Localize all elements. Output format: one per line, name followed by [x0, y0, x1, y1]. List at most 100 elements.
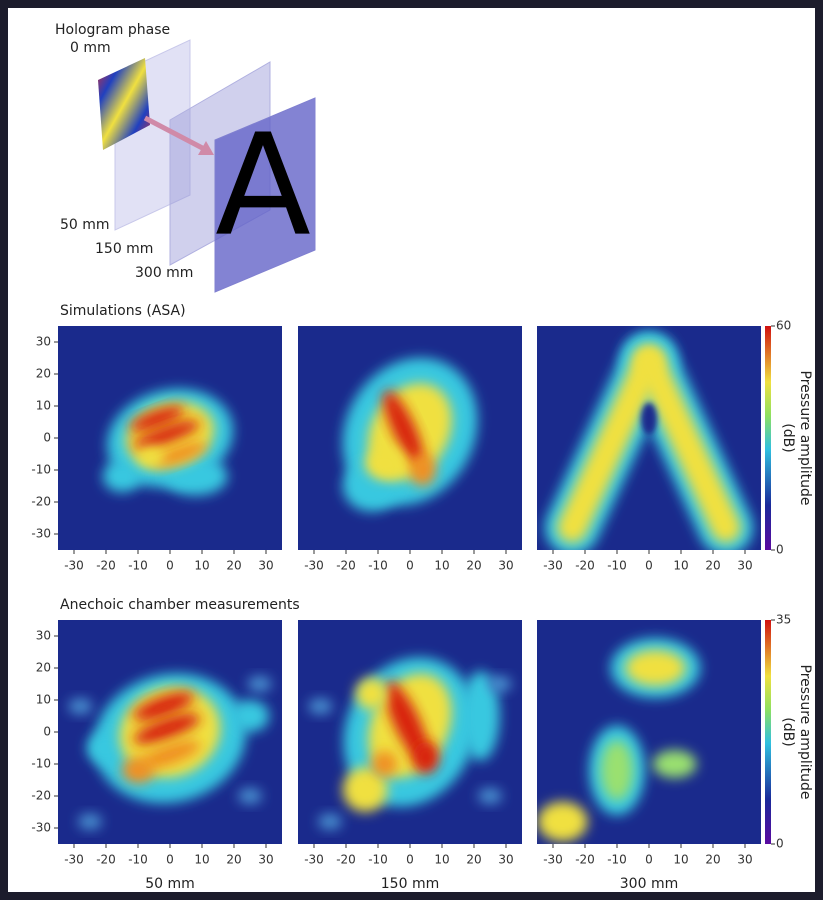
- heat-region: [365, 448, 403, 480]
- x-tick-label: -10: [607, 559, 627, 573]
- colorbar: [765, 326, 771, 550]
- heat-hole: [641, 403, 657, 435]
- x-tick-label: -10: [128, 853, 148, 867]
- y-tick-label: 10: [36, 693, 51, 707]
- plane-label: 300 mm: [135, 265, 193, 281]
- colorbar-tick-label: 35: [776, 613, 791, 627]
- heat-region: [356, 678, 388, 710]
- heatmap-panel: [298, 326, 522, 550]
- x-tick-label: 10: [434, 853, 449, 867]
- heat-region: [138, 448, 164, 467]
- x-tick-label: 0: [406, 559, 414, 573]
- x-tick-label: 10: [673, 559, 688, 573]
- heat-region: [231, 700, 269, 732]
- colorbar-tick-label: 0: [776, 543, 784, 557]
- x-tick-label: -30: [543, 559, 563, 573]
- y-tick-label: -20: [31, 789, 51, 803]
- x-tick-label: -10: [607, 853, 627, 867]
- x-tick-label: -30: [304, 559, 324, 573]
- x-tick-label: -30: [543, 853, 563, 867]
- colorbar-unit: (dB): [780, 423, 796, 452]
- heat-region: [478, 788, 502, 804]
- x-tick-label: 0: [645, 559, 653, 573]
- heatmap-panel: [537, 620, 761, 844]
- heat-region: [488, 676, 512, 692]
- column-label: 300 mm: [620, 876, 678, 892]
- y-tick-label: 10: [36, 399, 51, 413]
- x-tick-label: 20: [705, 559, 720, 573]
- heat-region: [410, 454, 436, 486]
- y-tick-label: 20: [36, 367, 51, 381]
- row-title: Anechoic chamber measurements: [60, 597, 300, 613]
- x-tick-label: 30: [737, 559, 752, 573]
- colorbar-tick-label: 0: [776, 837, 784, 851]
- y-tick-label: -30: [31, 821, 51, 835]
- heat-region: [248, 676, 272, 692]
- y-tick-label: 30: [36, 629, 51, 643]
- y-tick-label: -20: [31, 495, 51, 509]
- heatmap-panel: [58, 326, 282, 550]
- y-tick-label: -30: [31, 527, 51, 541]
- x-tick-label: -10: [128, 559, 148, 573]
- heat-region: [413, 742, 439, 774]
- heat-region: [87, 732, 125, 764]
- figure: Hologram phase 0 mm A 50 mm 150 mm 300 m…: [0, 0, 823, 900]
- x-tick-label: 20: [466, 853, 481, 867]
- x-tick-label: 20: [705, 853, 720, 867]
- x-tick-label: 0: [645, 853, 653, 867]
- plane-label: 150 mm: [95, 241, 153, 257]
- heatmap-panel: [58, 620, 282, 844]
- x-tick-label: 20: [466, 559, 481, 573]
- heat-region: [78, 814, 102, 830]
- x-tick-label: -20: [336, 559, 356, 573]
- x-tick-label: 10: [194, 853, 209, 867]
- heat-region: [68, 698, 92, 714]
- x-tick-label: 30: [258, 559, 273, 573]
- x-tick-label: -10: [368, 853, 388, 867]
- letter: A: [215, 105, 311, 268]
- colorbar-unit: (dB): [780, 717, 796, 746]
- plane-label: 0 mm: [70, 40, 111, 56]
- x-tick-label: 30: [258, 853, 273, 867]
- heat-region: [103, 460, 141, 492]
- heat-region: [308, 698, 332, 714]
- colorbar: [765, 620, 771, 844]
- diagram-title: Hologram phase: [55, 22, 170, 38]
- x-tick-label: 10: [194, 559, 209, 573]
- x-tick-label: 0: [166, 559, 174, 573]
- y-tick-label: 0: [43, 725, 51, 739]
- heatmap-panel: [298, 620, 522, 844]
- x-tick-label: 30: [498, 559, 513, 573]
- heat-region: [122, 758, 154, 784]
- y-tick-label: 20: [36, 661, 51, 675]
- x-tick-label: -20: [575, 559, 595, 573]
- y-tick-label: -10: [31, 463, 51, 477]
- x-tick-label: 10: [673, 853, 688, 867]
- column-label: 50 mm: [145, 876, 195, 892]
- x-tick-label: 20: [226, 559, 241, 573]
- heat-region: [318, 814, 342, 830]
- x-tick-label: -30: [304, 853, 324, 867]
- column-label: 150 mm: [381, 876, 439, 892]
- x-tick-label: 30: [737, 853, 752, 867]
- heatmap-panel: [537, 326, 761, 550]
- x-tick-label: -30: [64, 559, 84, 573]
- colorbar-label: Pressure amplitude: [797, 371, 813, 506]
- x-tick-label: -30: [64, 853, 84, 867]
- x-tick-label: 0: [166, 853, 174, 867]
- y-tick-label: 30: [36, 335, 51, 349]
- x-tick-label: 0: [406, 853, 414, 867]
- row-title: Simulations (ASA): [60, 303, 186, 319]
- colorbar-label: Pressure amplitude: [797, 665, 813, 800]
- x-tick-label: -20: [96, 853, 116, 867]
- heat-region: [372, 751, 398, 777]
- x-tick-label: -20: [336, 853, 356, 867]
- x-tick-label: -20: [575, 853, 595, 867]
- y-tick-label: -10: [31, 757, 51, 771]
- colorbar-tick-label: 60: [776, 319, 791, 333]
- x-tick-label: 10: [434, 559, 449, 573]
- heat-region: [238, 788, 262, 804]
- heat-region: [538, 802, 588, 842]
- plane-label: 50 mm: [60, 217, 110, 233]
- x-tick-label: 30: [498, 853, 513, 867]
